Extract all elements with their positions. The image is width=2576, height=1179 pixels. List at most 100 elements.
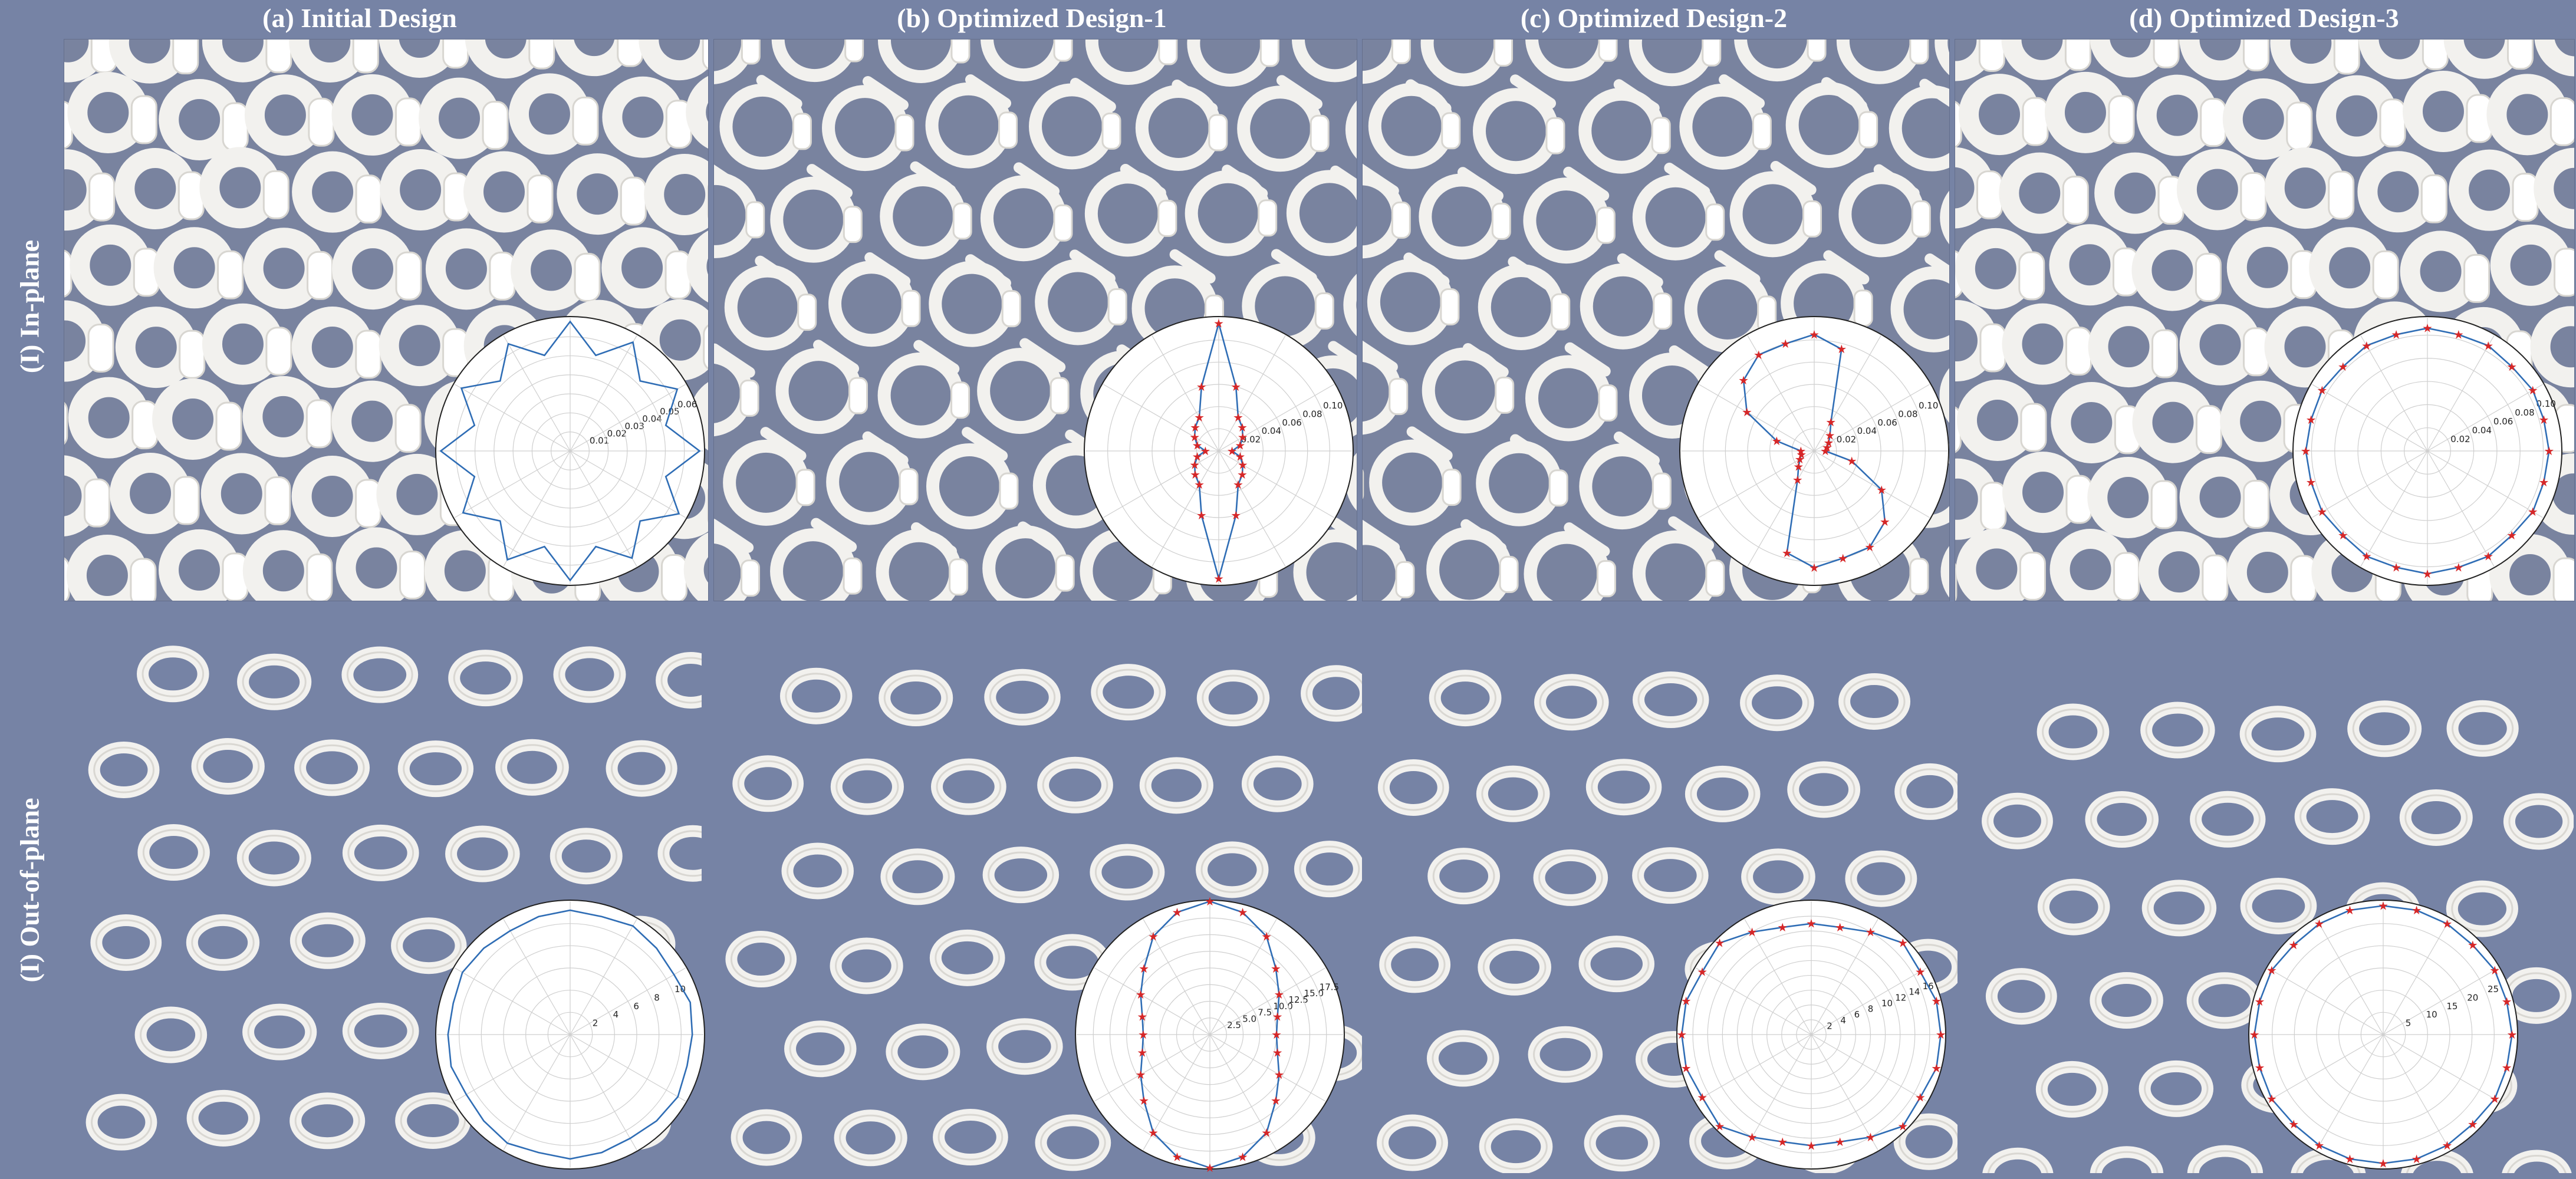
radial-tick-label: 0.06: [2493, 416, 2513, 427]
radial-gridline: [2316, 967, 2450, 1102]
radial-gridline: [1722, 945, 1901, 1124]
chain-ring: [686, 75, 708, 149]
chain-ring-shade: [1792, 766, 1855, 813]
chain-ring-shade: [1432, 1035, 1495, 1082]
chain-ring-shade: [2145, 706, 2210, 753]
chain-link: [1978, 39, 2005, 72]
chain-link: [1157, 199, 1177, 237]
chain-ring-shade: [935, 934, 1001, 982]
polar-series-line: [1193, 320, 1244, 582]
chain-ring-shade: [785, 673, 847, 720]
chain-ring-shade: [2147, 884, 2212, 931]
chain-link: [1442, 469, 1462, 506]
chain-link: [528, 39, 555, 70]
chain-link: [844, 39, 864, 62]
chain-link: [1705, 559, 1725, 597]
radial-tick-label: 8: [1868, 1004, 1874, 1015]
radial-gridline: [2404, 427, 2451, 475]
chain-link: [355, 174, 382, 224]
chain-ring-shade: [1202, 674, 1265, 722]
polar-data-point: ★: [1137, 1046, 1147, 1060]
chain-link: [1259, 39, 1279, 67]
radial-gridline: [2360, 1012, 2406, 1058]
chain-link: [1055, 554, 1075, 592]
chain-bar: [962, 427, 1008, 462]
chain-link: [2554, 248, 2574, 297]
chain-ring: [1982, 1147, 2054, 1173]
polar-data-point: ★: [1681, 994, 1692, 1008]
polar-data-point: ★: [1272, 1046, 1283, 1060]
polar-data-point: ★: [1194, 410, 1205, 424]
polar-data-point: ★: [1196, 508, 1207, 522]
radial-gridline: [1769, 406, 1859, 496]
polar-data-point: ★: [1139, 961, 1149, 976]
polar-data-point: ★: [1747, 925, 1758, 939]
chain-link: [1053, 39, 1073, 62]
radial-tick-label: 12.5: [1288, 994, 1308, 1005]
chain-ring-shade: [299, 744, 365, 791]
chain-link: [2062, 176, 2089, 225]
chain-link: [265, 39, 292, 74]
angle-gridline: [1811, 918, 1878, 1035]
angle-gridline: [1695, 1034, 1812, 1102]
chain-ring: [2530, 306, 2574, 388]
polar-data-point: ★: [1865, 1130, 1876, 1144]
radial-tick-label: 5: [2406, 1018, 2411, 1029]
polar-data-point: ★: [1753, 348, 1764, 362]
chain-ring-shade: [1746, 853, 1811, 900]
chain-link: [222, 102, 249, 152]
chain-ring-shade: [1482, 944, 1547, 991]
polar-data-point: ★: [2411, 903, 2422, 917]
angle-gridline: [503, 450, 571, 567]
radial-gridline: [2357, 381, 2498, 521]
radial-gridline: [547, 1012, 593, 1058]
polar-data-point: ★: [1795, 444, 1806, 458]
chain-ring-shade: [2452, 705, 2514, 752]
chain-link: [797, 294, 817, 331]
polar-data-point: ★: [1793, 460, 1804, 474]
chain-link: [1499, 555, 1519, 593]
chain-link: [739, 379, 759, 417]
radial-tick-label: 14: [1909, 987, 1920, 997]
chain-ring-shade: [191, 919, 255, 966]
chain-ring-shade: [660, 657, 702, 704]
radial-gridline: [1093, 917, 1327, 1152]
polar-data-point: ★: [1205, 895, 1215, 908]
polar-data-point: ★: [2266, 963, 2277, 977]
chain-ring-shade: [1039, 1119, 1106, 1166]
radial-tick-label: 0.04: [1857, 426, 1877, 436]
angle-gridline: [2360, 450, 2428, 567]
chain-link: [1802, 200, 1822, 238]
chain-link: [2372, 250, 2399, 299]
chain-ring-shade: [192, 1095, 255, 1142]
radial-tick-label: 0.04: [2472, 425, 2492, 436]
chain-link: [1440, 288, 1460, 325]
chain-ring: [2001, 39, 2083, 80]
chain-link: [1976, 170, 2003, 220]
radial-tick-label: 6: [633, 1001, 639, 1012]
chain-link: [1598, 39, 1618, 62]
chain-ring-shade: [936, 763, 1002, 811]
chain-ring-shade: [2508, 798, 2570, 845]
chain-ring-shade: [558, 651, 621, 698]
chain-ring-shade: [730, 936, 792, 983]
chain-ring-shade: [1850, 855, 1912, 903]
chain-link: [217, 250, 244, 299]
chain-ring: [2358, 39, 2440, 80]
column-title-optimized-design-2: (c) Optimized Design-2: [1520, 3, 1788, 33]
polar-data-point: ★: [1172, 905, 1182, 920]
radial-gridline: [1791, 428, 1837, 474]
chain-link: [355, 330, 382, 379]
polar-plot-out-of-plane-b: 2.55.07.510.012.515.017.5★★★★★★★★★★★★★★★…: [1075, 895, 1345, 1174]
radial-gridline: [1129, 361, 1308, 541]
chain-link: [2065, 327, 2092, 376]
chain-link: [1595, 206, 1616, 244]
polar-data-point: ★: [1809, 327, 1820, 341]
polar-data-point: ★: [1235, 438, 1245, 452]
polar-data-point: ★: [1715, 936, 1725, 950]
chain-link: [1050, 377, 1070, 414]
chain-link: [2150, 480, 2177, 529]
radial-tick-label: 0.08: [1898, 409, 1917, 419]
chain-link: [442, 39, 469, 69]
chain-link: [83, 478, 110, 528]
